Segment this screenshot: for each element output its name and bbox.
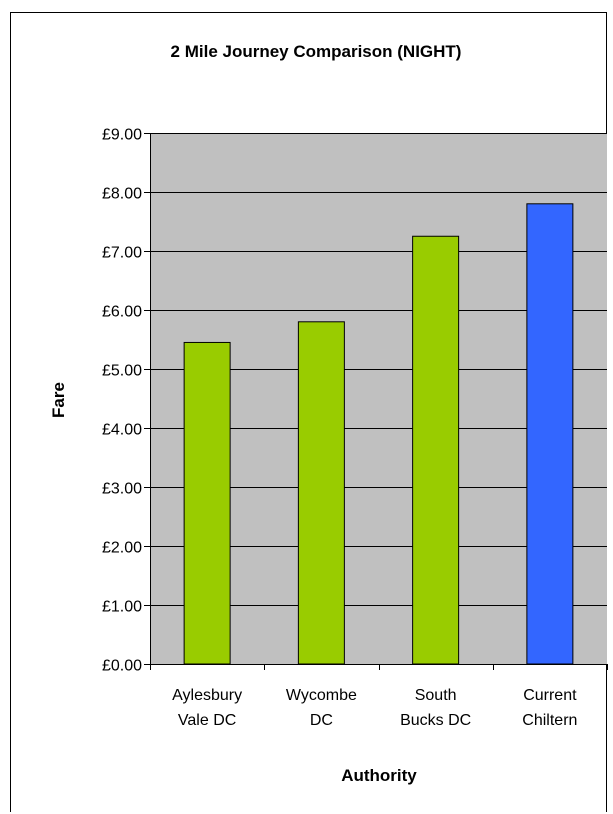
x-category-line: Wycombe — [286, 687, 357, 704]
y-tick-label: £2.00 — [102, 540, 142, 557]
bar — [297, 321, 345, 665]
x-category-line: Vale DC — [178, 712, 236, 729]
x-category-line: Current — [523, 687, 577, 704]
y-tick-label: £8.00 — [102, 186, 142, 203]
bar — [183, 341, 231, 665]
bar — [526, 203, 574, 665]
y-tick-label: £4.00 — [102, 422, 142, 439]
bars — [183, 203, 574, 665]
bar — [412, 235, 460, 665]
axes — [144, 133, 608, 670]
y-axis-title: Fare — [49, 382, 68, 418]
y-tick-labels: £0.00 £1.00 £2.00 £3.00 £4.00 £5.00 £6.00 £7.00… — [102, 127, 142, 675]
x-category-label: Wycombe DC — [286, 687, 357, 729]
y-tick-label: £0.00 — [102, 658, 142, 675]
y-tick-label: £7.00 — [102, 245, 142, 262]
y-tick-label: £5.00 — [102, 363, 142, 380]
y-tick-label: £3.00 — [102, 481, 142, 498]
x-category-line: DC — [310, 712, 333, 729]
y-tick-label: £1.00 — [102, 599, 142, 616]
x-category-labels: Aylesbury Vale DC Wycombe DC South Bucks DC Cu… — [172, 687, 577, 729]
x-category-line: Chiltern — [522, 712, 577, 729]
x-category-line: Aylesbury — [172, 687, 242, 704]
y-tick-label: £9.00 — [102, 127, 142, 144]
x-category-label: Aylesbury Vale DC — [172, 687, 242, 729]
y-tick-label: £6.00 — [102, 304, 142, 321]
x-category-line: South — [415, 687, 457, 704]
chart-title: 2 Mile Journey Comparison (NIGHT) — [171, 42, 462, 61]
x-axis-title: Authority — [341, 766, 417, 785]
x-category-label: Current Chiltern — [522, 687, 577, 729]
x-category-line: Bucks DC — [400, 712, 471, 729]
x-category-label: South Bucks DC — [400, 687, 471, 729]
